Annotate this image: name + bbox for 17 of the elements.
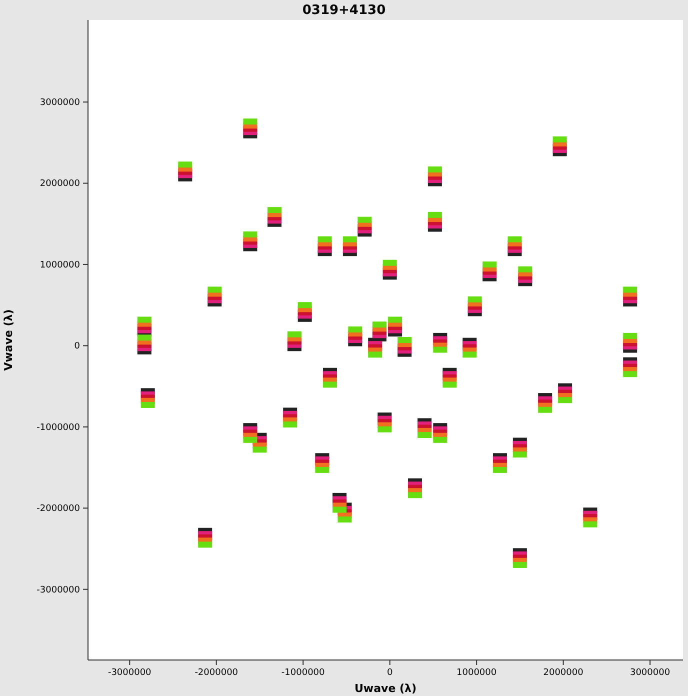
y-axis-title: Vwave (λ)	[2, 309, 15, 371]
x-tick-label: 3000000	[630, 668, 670, 678]
y-tick-label: 2000000	[40, 179, 80, 190]
x-tick-label: -2000000	[194, 668, 238, 678]
x-tick-label: 2000000	[543, 668, 584, 678]
x-tick-label: 1000000	[456, 668, 497, 678]
y-tick-label: -3000000	[36, 585, 80, 596]
x-tick-label: -3000000	[108, 668, 152, 678]
x-tick-label: -1000000	[281, 668, 326, 678]
y-tick-label: 0	[74, 342, 80, 352]
y-tick-label: -1000000	[36, 422, 80, 433]
x-tick-label: 0	[386, 668, 393, 678]
y-tick-label: 3000000	[40, 98, 80, 108]
x-axis-title: Uwave (λ)	[354, 682, 416, 695]
y-tick-label: 1000000	[40, 260, 80, 270]
y-tick-label: -2000000	[36, 504, 80, 514]
chart-title: 0319+4130	[302, 3, 386, 18]
